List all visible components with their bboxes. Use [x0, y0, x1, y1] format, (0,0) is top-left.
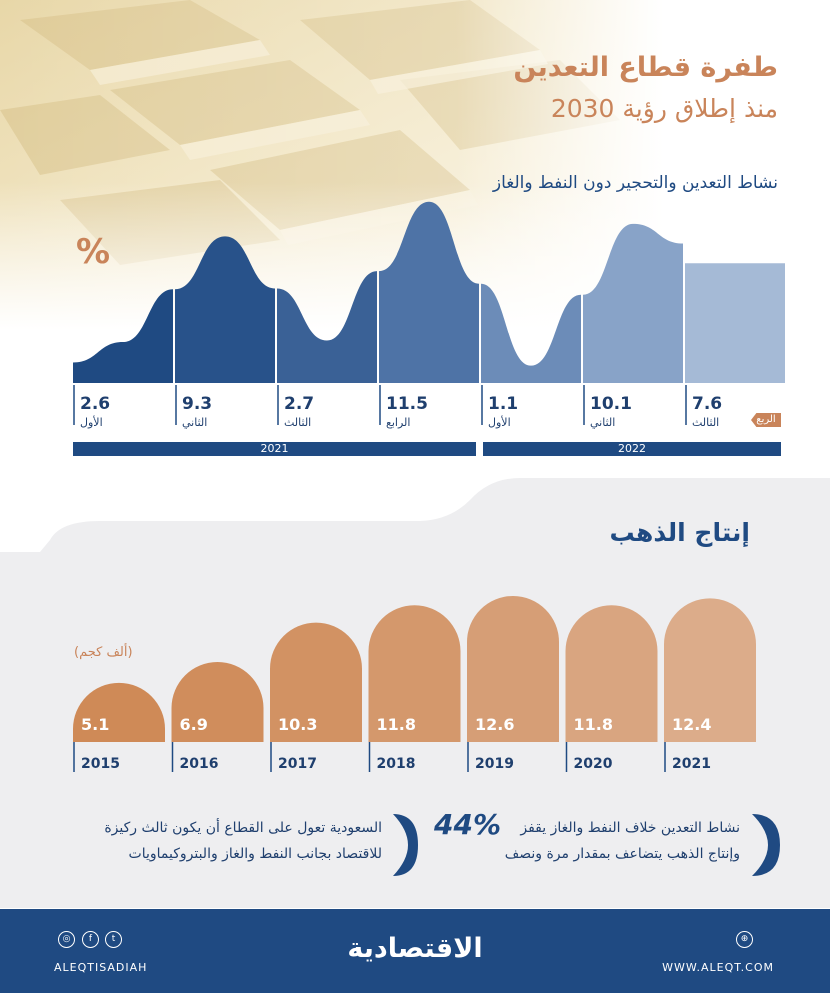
- gold-value-2015: 5.1: [81, 715, 110, 734]
- activity-quarter-6: الثاني: [590, 416, 616, 429]
- instagram-icon[interactable]: ◎: [58, 931, 75, 948]
- gold-value-2021: 12.4: [672, 715, 712, 734]
- gold-bar-2018: [368, 605, 461, 742]
- activity-value-2: 9.3: [182, 394, 213, 414]
- note-right-line2: وإنتاج الذهب يتضاعف بمقدار مرة ونصف: [504, 846, 740, 862]
- activity-quarter-7: الثالث: [692, 416, 720, 429]
- twitter-icon[interactable]: t: [105, 931, 122, 948]
- year-bar-2021: 2021: [73, 442, 476, 456]
- activity-value-6: 10.1: [590, 394, 632, 414]
- page-title: طفرة قطاع التعدين: [513, 52, 778, 83]
- page-subtitle: منذ إطلاق رؤية 2030: [550, 94, 778, 123]
- gold-bar-2019: [467, 596, 559, 742]
- gold-bar-2016: [171, 662, 264, 742]
- activity-quarter-5: الأول: [488, 416, 511, 429]
- activity-value-7: 7.6: [692, 394, 723, 414]
- activity-area-5: [481, 283, 581, 383]
- globe-icon[interactable]: ⊕: [736, 931, 753, 948]
- activity-quarter-4: الرابع: [386, 416, 411, 429]
- gold-value-2018: 11.8: [376, 715, 416, 734]
- gold-bar-2015: [73, 682, 165, 742]
- gold-year-2021: 2021: [672, 756, 711, 772]
- activity-chart-title: نشاط التعدين والتحجير دون النفط والغاز: [492, 173, 778, 193]
- activity-area-4: [379, 201, 479, 383]
- gold-value-2016: 6.9: [179, 715, 208, 734]
- right-crescent-icon: [752, 814, 780, 876]
- note-right-line1: نشاط التعدين خلاف النفط والغاز يقفز: [520, 820, 740, 836]
- note-left-line2: للاقتصاد بجانب النفط والغاز والبتروكيماو…: [128, 846, 382, 862]
- activity-value-5: 1.1: [488, 394, 519, 414]
- activity-quarter-2: الثاني: [182, 416, 208, 429]
- activity-value-1: 2.6: [80, 394, 111, 414]
- gold-value-2019: 12.6: [475, 715, 515, 734]
- quarter-tag: الربع: [751, 413, 781, 427]
- gold-year-2019: 2019: [475, 756, 514, 772]
- activity-area-2: [175, 236, 275, 383]
- brand-logo: الاقتصادية: [347, 933, 483, 964]
- gold-bar-2017: [270, 622, 362, 742]
- facebook-icon[interactable]: f: [82, 931, 99, 948]
- activity-area-7: [685, 263, 785, 383]
- gold-value-2017: 10.3: [278, 715, 318, 734]
- activity-quarter-1: الأول: [80, 416, 103, 429]
- activity-area-1: [73, 289, 173, 383]
- gold-section-title: إنتاج الذهب: [609, 518, 750, 547]
- percent-unit: %: [76, 232, 111, 272]
- year-bar-2022: 2022: [483, 442, 781, 456]
- footer: ◎ f t ⊕ الاقتصادية ALEQTISADIAH WWW.ALEQ…: [0, 909, 830, 993]
- gold-year-2016: 2016: [179, 756, 219, 772]
- gold-year-2015: 2015: [81, 756, 120, 772]
- activity-area-6: [583, 223, 683, 383]
- social-handle[interactable]: ALEQTISADIAH: [54, 961, 148, 974]
- activity-value-4: 11.5: [386, 394, 428, 414]
- activity-area-3: [277, 271, 377, 383]
- activity-value-3: 2.7: [284, 394, 315, 414]
- note-left-line1: السعودية تعول على القطاع أن يكون ثالث رك…: [104, 820, 382, 836]
- gold-bar-2020: [565, 605, 658, 742]
- gold-bar-2021: [664, 598, 756, 742]
- note-right-big-number: 44%: [434, 808, 502, 841]
- activity-chart: [73, 201, 785, 425]
- gold-unit: (ألف كجم): [74, 645, 133, 660]
- gold-chart: [73, 596, 756, 772]
- gold-year-2020: 2020: [573, 756, 613, 772]
- activity-quarter-3: الثالث: [284, 416, 312, 429]
- gold-value-2020: 11.8: [573, 715, 613, 734]
- left-crescent-icon: [393, 814, 418, 876]
- gold-year-2018: 2018: [376, 756, 416, 772]
- website-link[interactable]: WWW.ALEQT.COM: [662, 961, 774, 974]
- gold-year-2017: 2017: [278, 756, 317, 772]
